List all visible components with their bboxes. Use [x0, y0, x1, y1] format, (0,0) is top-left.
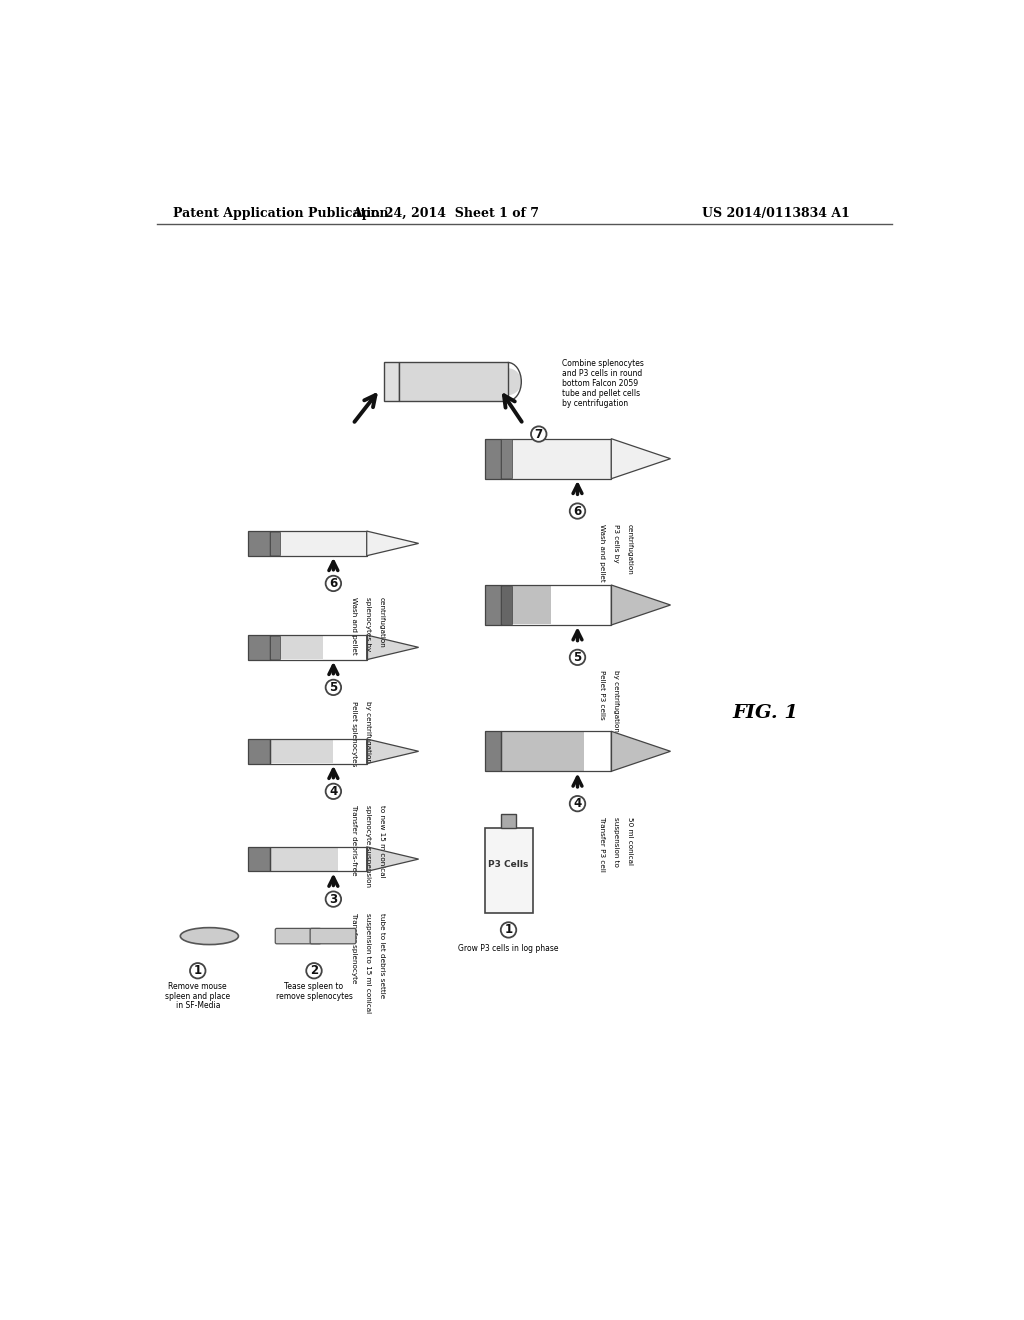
- Text: 4: 4: [573, 797, 582, 810]
- Bar: [248, 847, 270, 871]
- Bar: [270, 739, 333, 763]
- Circle shape: [569, 503, 586, 519]
- Polygon shape: [367, 635, 419, 660]
- Circle shape: [501, 923, 516, 937]
- Bar: [501, 731, 611, 771]
- Circle shape: [190, 964, 206, 978]
- Bar: [484, 731, 501, 771]
- Ellipse shape: [180, 928, 239, 945]
- Text: 2: 2: [310, 964, 318, 977]
- Polygon shape: [367, 531, 419, 556]
- Circle shape: [569, 796, 586, 812]
- FancyBboxPatch shape: [310, 928, 356, 944]
- Text: by centrifugation: by centrifugation: [365, 701, 371, 763]
- Bar: [384, 363, 398, 401]
- Bar: [270, 636, 324, 659]
- Circle shape: [326, 680, 341, 696]
- Bar: [501, 586, 512, 624]
- Bar: [398, 363, 508, 401]
- Text: and P3 cells in round: and P3 cells in round: [562, 368, 642, 378]
- Bar: [501, 586, 551, 624]
- Text: to new 15 m conical: to new 15 m conical: [379, 805, 385, 878]
- Polygon shape: [367, 847, 419, 871]
- Text: by centrifugation: by centrifugation: [562, 399, 628, 408]
- Text: 3: 3: [330, 892, 338, 906]
- Text: tube to let debris settle: tube to let debris settle: [379, 913, 385, 998]
- Polygon shape: [611, 731, 671, 771]
- Circle shape: [531, 426, 547, 442]
- Text: 4: 4: [330, 785, 338, 797]
- Text: Combine splenocytes: Combine splenocytes: [562, 359, 644, 367]
- Bar: [248, 531, 270, 556]
- Bar: [270, 635, 367, 660]
- Text: splenocyte suspension: splenocyte suspension: [365, 805, 371, 887]
- Circle shape: [569, 649, 586, 665]
- Text: spleen and place: spleen and place: [165, 991, 230, 1001]
- Text: Remove mouse: Remove mouse: [168, 982, 227, 991]
- Bar: [270, 739, 367, 763]
- Wedge shape: [508, 368, 521, 395]
- Bar: [501, 438, 611, 479]
- Text: 50 ml conical: 50 ml conical: [627, 817, 633, 865]
- Bar: [501, 733, 584, 771]
- Text: Wash and pellet: Wash and pellet: [350, 597, 356, 655]
- Text: tube and pellet cells: tube and pellet cells: [562, 388, 640, 397]
- Text: splenocytes by: splenocytes by: [365, 597, 371, 652]
- Text: suspension to 15 ml conical: suspension to 15 ml conical: [365, 913, 371, 1014]
- Text: Transfer P3 cell: Transfer P3 cell: [599, 817, 604, 871]
- Bar: [484, 438, 501, 479]
- Bar: [484, 585, 501, 626]
- Bar: [248, 635, 270, 660]
- Text: Transfer splenocyte: Transfer splenocyte: [350, 913, 356, 983]
- Text: Pellet splenocytes: Pellet splenocytes: [350, 701, 356, 767]
- Text: US 2014/0113834 A1: US 2014/0113834 A1: [701, 207, 849, 220]
- Bar: [270, 532, 280, 554]
- Circle shape: [326, 784, 341, 799]
- Text: 7: 7: [535, 428, 543, 441]
- Text: P3 Cells: P3 Cells: [488, 861, 528, 869]
- Text: remove splenocytes: remove splenocytes: [275, 991, 352, 1001]
- Bar: [501, 440, 512, 478]
- Bar: [270, 636, 280, 659]
- Bar: [248, 739, 270, 763]
- Text: 6: 6: [573, 504, 582, 517]
- Bar: [270, 847, 338, 871]
- Text: Grow P3 cells in log phase: Grow P3 cells in log phase: [459, 944, 559, 953]
- Text: Pellet P3 cells: Pellet P3 cells: [599, 671, 604, 721]
- Text: Patent Application Publication: Patent Application Publication: [173, 207, 388, 220]
- Text: 6: 6: [330, 577, 338, 590]
- Bar: [501, 814, 516, 829]
- Text: Tease spleen to: Tease spleen to: [285, 982, 344, 991]
- Text: 5: 5: [330, 681, 338, 694]
- Polygon shape: [367, 739, 419, 763]
- Circle shape: [326, 576, 341, 591]
- Bar: [270, 847, 367, 871]
- Text: FIG. 1: FIG. 1: [732, 704, 799, 722]
- Circle shape: [306, 964, 322, 978]
- Polygon shape: [611, 438, 671, 479]
- Text: 1: 1: [194, 964, 202, 977]
- Bar: [484, 829, 532, 913]
- Text: 5: 5: [573, 651, 582, 664]
- Text: P3 cells by: P3 cells by: [612, 524, 618, 562]
- Text: bottom Falcon 2059: bottom Falcon 2059: [562, 379, 638, 388]
- Text: Transfer debris-free: Transfer debris-free: [350, 805, 356, 876]
- Text: centrifugation: centrifugation: [627, 524, 633, 576]
- Bar: [270, 531, 367, 556]
- Text: suspension to: suspension to: [612, 817, 618, 867]
- Text: centrifugation: centrifugation: [379, 597, 385, 648]
- Text: Apr. 24, 2014  Sheet 1 of 7: Apr. 24, 2014 Sheet 1 of 7: [352, 207, 540, 220]
- FancyBboxPatch shape: [275, 928, 321, 944]
- Text: Wash and pellet: Wash and pellet: [599, 524, 604, 582]
- Circle shape: [326, 891, 341, 907]
- Polygon shape: [611, 585, 671, 626]
- Text: by centrifugation: by centrifugation: [612, 671, 618, 733]
- Text: 1: 1: [505, 924, 513, 936]
- Bar: [501, 585, 611, 626]
- Text: in SF-Media: in SF-Media: [175, 1001, 220, 1010]
